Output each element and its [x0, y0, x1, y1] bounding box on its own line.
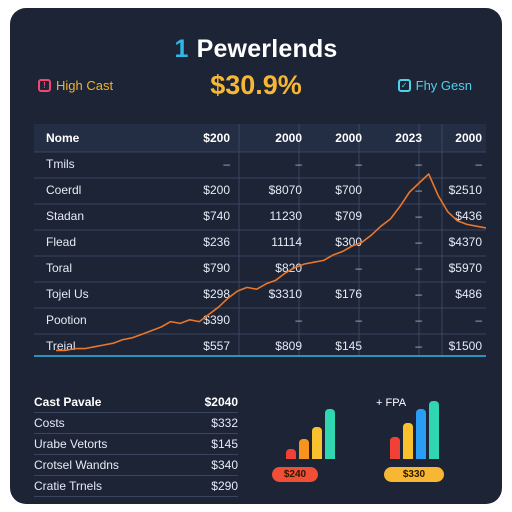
row-label: Tmils [46, 157, 75, 171]
high-cost-pill[interactable]: ! High Cast [38, 78, 113, 93]
table-cell: $4370 [448, 235, 482, 249]
fpa-label: + FPA [376, 397, 407, 409]
table-cell: $176 [335, 287, 362, 301]
table-cell: – [415, 287, 422, 301]
table-cell: – [295, 313, 302, 327]
kpi-value: $30.9% [210, 70, 302, 100]
row-label: Flead [46, 235, 77, 249]
mini-bar-chart [286, 399, 346, 459]
table-cell: $700 [335, 183, 362, 197]
mini-bar [286, 449, 296, 459]
row-label: Pootion [46, 313, 87, 327]
table-cell: $298 [203, 287, 230, 301]
dashboard-card: 1 Pewerlends $30.9% ! High Cast ✓ Fhy Ges… [10, 8, 502, 504]
mini-bar [390, 437, 400, 459]
table-cell: $2510 [448, 183, 482, 197]
fhy-gesn-pill[interactable]: ✓ Fhy Gesn [397, 78, 472, 93]
mini-bar [416, 409, 426, 459]
table-cell: – [415, 157, 422, 171]
cost-label: Cast Pavale [34, 395, 102, 409]
mini-bar-chart [390, 399, 450, 459]
cost-row: Cratie Trnels $290 [34, 476, 238, 497]
table-cell: – [415, 261, 422, 275]
table-cell: $557 [203, 339, 230, 353]
table-cell: $145 [335, 339, 362, 353]
column-header: 2023 [395, 131, 422, 145]
table-cell: – [355, 313, 362, 327]
row-label: Tojel Us [46, 287, 89, 301]
alert-icon: ! [38, 79, 51, 92]
mini-bar [403, 423, 413, 459]
row-label: Treial [46, 339, 76, 353]
check-icon: ✓ [397, 79, 411, 92]
row-label: Coerdl [46, 183, 82, 197]
table-cell: $436 [455, 209, 482, 223]
table-cell: $809 [275, 339, 302, 353]
cost-value: $145 [211, 437, 238, 451]
table-cell: – [415, 339, 422, 353]
cost-label: Costs [34, 416, 65, 430]
mini-bar [325, 409, 335, 459]
row-label: Toral [46, 261, 73, 275]
table-cell: $3310 [268, 287, 302, 301]
cost-value: $340 [211, 458, 238, 472]
table-cell: $5970 [448, 261, 482, 275]
column-header: 2000 [335, 131, 362, 145]
table-cell: – [295, 157, 302, 171]
table-cell: $1500 [448, 339, 482, 353]
column-header: 2000 [455, 131, 482, 145]
cost-row: Costs $332 [34, 413, 238, 434]
table-cell: $820 [275, 261, 302, 275]
value-badge: $330 [384, 467, 444, 482]
table-cell: $8070 [268, 183, 302, 197]
table-cell: 11230 [269, 209, 302, 223]
table-cell: – [475, 157, 482, 171]
page-title: 1 Pewerlends [10, 35, 502, 64]
table-cell: – [415, 209, 422, 223]
table-cell: $486 [455, 287, 482, 301]
fhy-gesn-label: Fhy Gesn [415, 78, 472, 93]
mini-bar [299, 439, 309, 459]
title-text: Pewerlends [196, 35, 338, 63]
column-header: Nome [46, 131, 80, 145]
mini-bar [312, 427, 322, 459]
table-cell: 11114 [271, 235, 302, 249]
column-header: 2000 [275, 131, 302, 145]
table-cell: – [355, 261, 362, 275]
cost-label: Crotsel Wandns [34, 458, 119, 472]
table-cell: $790 [203, 261, 230, 275]
table-cell: $740 [203, 209, 230, 223]
table-cell: – [415, 313, 422, 327]
value-badge: $240 [272, 467, 318, 482]
table-cell: – [355, 157, 362, 171]
table-cell: $390 [203, 313, 230, 327]
title-number: 1 [174, 35, 189, 63]
table-cell: – [223, 157, 230, 171]
table-cell: – [475, 313, 482, 327]
table-cell: – [415, 235, 422, 249]
table-cell: $709 [335, 209, 362, 223]
cost-table: Cast Pavale $2040 Costs $332 Urabe Vetorts $1… [34, 392, 238, 497]
high-cost-label: High Cast [56, 78, 114, 93]
row-label: Stadan [46, 209, 85, 223]
cost-value: $290 [211, 479, 238, 493]
cost-row: Urabe Vetorts $145 [34, 434, 238, 455]
table-cell: $200 [203, 183, 230, 197]
column-header: $200 [203, 131, 230, 145]
table-cell: $236 [203, 235, 230, 249]
cost-label: Urabe Vetorts [34, 437, 108, 451]
mini-bar [429, 401, 439, 459]
cost-label: Cratie Trnels [34, 479, 103, 493]
table-cell: – [415, 183, 422, 197]
cost-row: Crotsel Wandns $340 [34, 455, 238, 476]
cost-value: $2040 [204, 395, 238, 409]
table-cell: $300 [335, 235, 362, 249]
cost-value: $332 [211, 416, 238, 430]
cost-row: Cast Pavale $2040 [34, 392, 238, 413]
data-table: Nome $200 2000 2000 2023 2000 Tmils – – – – – Coerdl… [34, 124, 486, 364]
